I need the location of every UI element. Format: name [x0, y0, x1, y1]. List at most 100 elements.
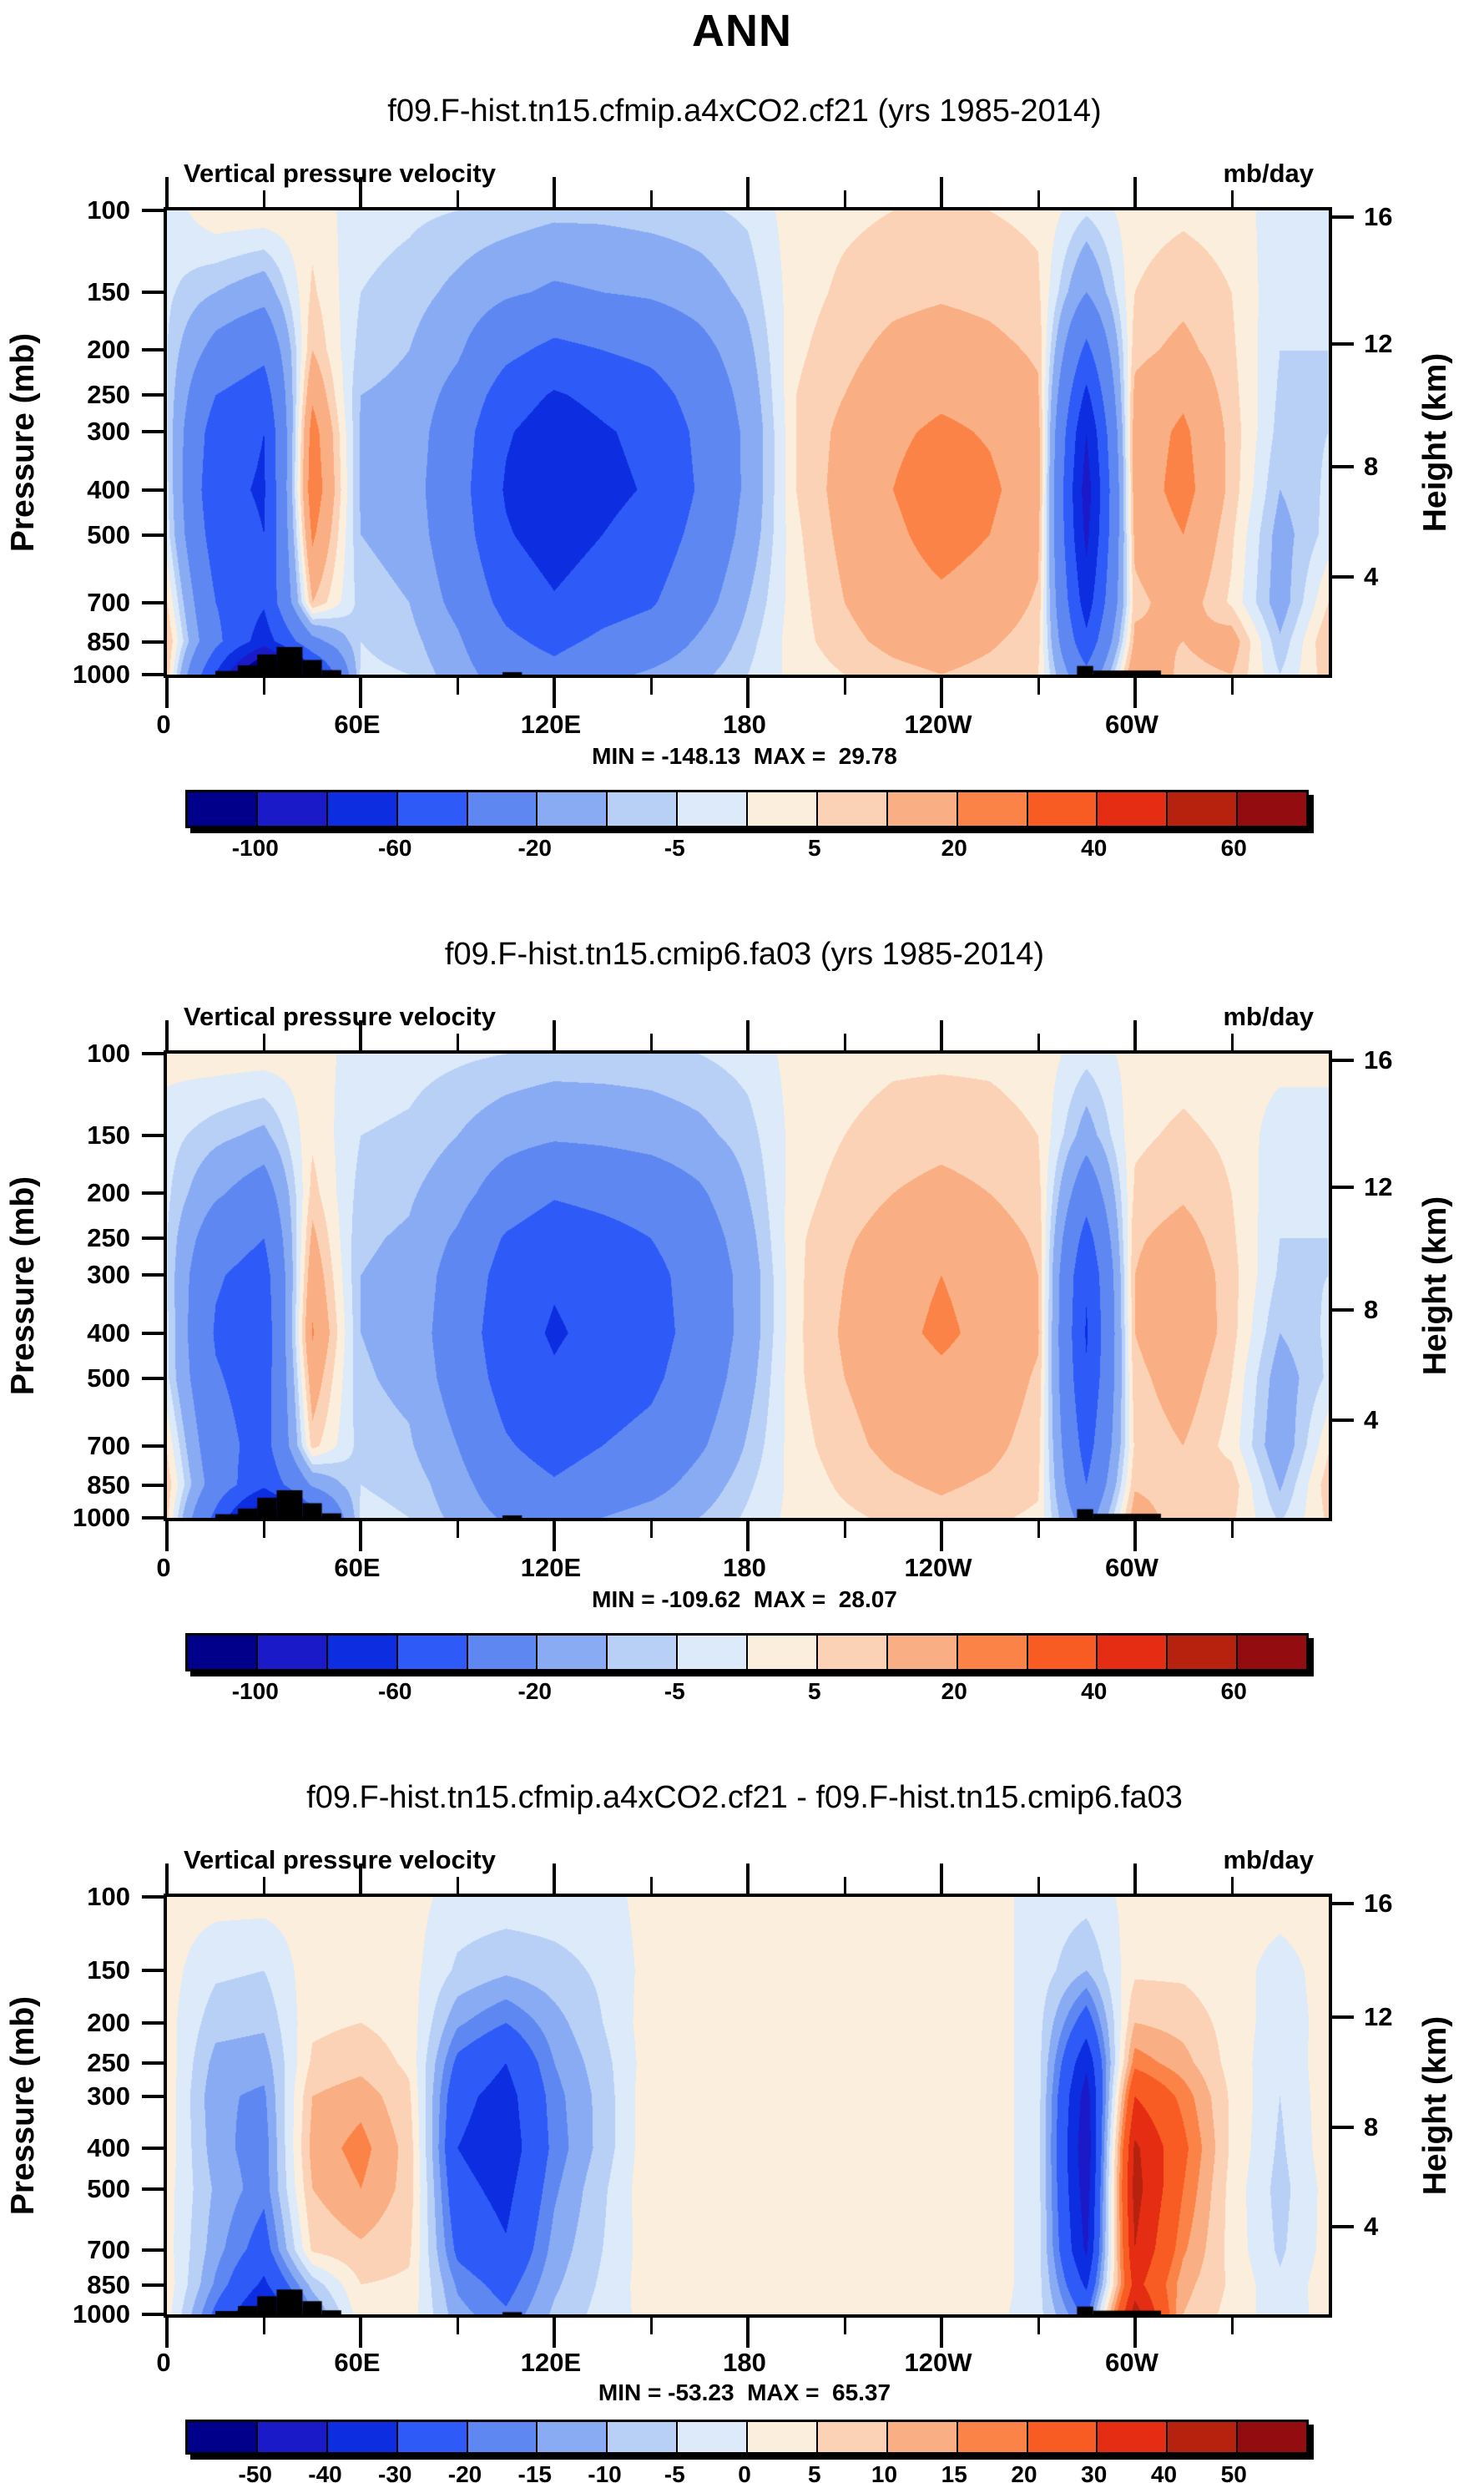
longitude-tick-label: 60E — [334, 1553, 381, 1582]
colorbar-labels: -100 -60 -20 -5 5 20 40 60 — [185, 835, 1304, 863]
panel-header-row: Vertical pressure velocity mb/day — [164, 159, 1325, 189]
pressure-tick-label: 100 — [87, 195, 130, 225]
pressure-tick-label: 700 — [87, 587, 130, 617]
colorbar-cell — [255, 2422, 326, 2452]
colorbar-cell — [1166, 792, 1237, 826]
colorbar-tick-label: -20 — [447, 2461, 482, 2483]
longitude-minor-tick — [843, 1034, 846, 1050]
minmax-annotation: MIN = -109.62 MAX = 28.07 — [592, 1586, 897, 1612]
colorbar-cell — [956, 1636, 1027, 1669]
pressure-tick-label: 1000 — [73, 2299, 130, 2329]
colorbar-tick-label: 40 — [1081, 1678, 1108, 1704]
contour-plot-area: Pressure (mb) Height (km) 100 150 200 250 30… — [5, 1864, 1453, 2348]
longitude-minor-tick — [649, 2318, 653, 2334]
pressure-tick-label: 150 — [87, 276, 130, 306]
height-tick — [1332, 1307, 1354, 1312]
longitude-major-tick — [940, 177, 943, 207]
colorbar-cell — [396, 2422, 467, 2452]
height-tick-label: 12 — [1364, 1172, 1393, 1202]
pressure-tick-label: 200 — [87, 1178, 130, 1208]
contour-plot-area: Pressure (mb) Height (km) 100 150 200 250 30… — [5, 177, 1453, 708]
longitude-major-tick — [1133, 177, 1137, 207]
height-tick — [1332, 1186, 1354, 1190]
longitude-major-tick — [746, 177, 750, 207]
colorbar-cell — [536, 1636, 607, 1669]
colorbar-cell — [466, 1636, 537, 1669]
pressure-tick-label: 700 — [87, 1430, 130, 1460]
longitude-minor-tick — [456, 1877, 459, 1894]
colorbar-tick-label: -20 — [517, 1678, 552, 1704]
colorbar-cell — [956, 792, 1027, 826]
longitude-minor-tick — [1230, 1034, 1234, 1050]
pressure-tick — [142, 1273, 164, 1277]
minmax-annotation: MIN = -53.23 MAX = 65.37 — [598, 2379, 891, 2405]
longitude-tick-label: 60W — [1105, 1553, 1158, 1582]
field-name-label: Vertical pressure velocity — [184, 1845, 496, 1874]
panel-subtitle: f09.F-hist.tn15.cmip6.fa03 (yrs 1985-201… — [444, 937, 1045, 972]
colorbar-cell — [466, 2422, 537, 2452]
pressure-tick — [142, 290, 164, 294]
longitude-minor-tick — [456, 678, 459, 695]
longitude-tick-label: 0 — [156, 2348, 171, 2377]
height-tick — [1332, 1901, 1354, 1905]
colorbar — [185, 2420, 1309, 2455]
longitude-minor-tick — [456, 1521, 459, 1538]
colorbar-cell — [1236, 792, 1306, 826]
pressure-tick-label: 200 — [87, 2007, 130, 2037]
pressure-tick — [142, 2061, 164, 2065]
pressure-tick — [142, 1236, 164, 1241]
longitude-minor-tick — [649, 678, 653, 695]
longitude-minor-tick — [1037, 1521, 1040, 1538]
colorbar-tick-label: 20 — [941, 1678, 967, 1704]
colorbar-cell — [1096, 1636, 1167, 1669]
height-axis-title: Height (km) — [1417, 352, 1453, 533]
longitude-tick-label: 0 — [156, 1553, 171, 1582]
longitude-minor-tick — [262, 1521, 265, 1538]
longitude-major-tick — [940, 1521, 943, 1551]
longitude-major-tick — [746, 1020, 750, 1050]
longitude-tick-label: 120W — [904, 2348, 972, 2377]
colorbar-tick-label: -50 — [238, 2461, 272, 2483]
pressure-tick-label: 500 — [87, 519, 130, 549]
contour-canvas — [167, 210, 1329, 675]
longitude-major-tick — [746, 2318, 750, 2348]
longitude-major-tick — [553, 1020, 556, 1050]
colorbar-cell — [255, 792, 326, 826]
pressure-tick — [142, 393, 164, 397]
colorbar-tick-label: 60 — [1220, 1678, 1247, 1704]
minmax-annotation: MIN = -148.13 MAX = 29.78 — [592, 743, 897, 769]
longitude-tick-label: 60W — [1105, 710, 1158, 739]
colorbar-cell — [606, 2422, 677, 2452]
pressure-tick — [142, 1052, 164, 1055]
longitude-major-tick — [165, 1864, 169, 1894]
colorbar-cell — [1026, 1636, 1097, 1669]
longitude-major-tick — [165, 1020, 169, 1050]
colorbar-cell — [606, 1636, 677, 1669]
colorbar-labels: -100 -60 -20 -5 5 20 40 60 — [185, 1678, 1304, 1707]
longitude-major-tick — [359, 1864, 362, 1894]
colorbar-tick-label: 5 — [807, 835, 821, 861]
colorbar-cell — [255, 1636, 326, 1669]
longitude-minor-tick — [1230, 2318, 1234, 2334]
height-axis-title: Height (km) — [1417, 1196, 1453, 1376]
colorbar-tick-label: -30 — [378, 2461, 412, 2483]
pressure-tick — [142, 2094, 164, 2098]
pressure-tick-label: 300 — [87, 1260, 130, 1290]
longitude-minor-tick — [649, 1521, 653, 1538]
colorbar-tick-label: 60 — [1220, 835, 1247, 861]
height-tick-label: 8 — [1364, 1294, 1379, 1324]
height-tick-label: 16 — [1364, 202, 1393, 232]
longitude-axis-labels: 0 60E 120E 180 120W 60W — [156, 710, 1325, 740]
pressure-tick-label: 200 — [87, 335, 130, 365]
longitude-major-tick — [165, 177, 169, 207]
longitude-minor-tick — [456, 1034, 459, 1050]
pressure-tick-label: 400 — [87, 1317, 130, 1348]
pressure-tick — [142, 2248, 164, 2252]
contour-canvas — [167, 1897, 1329, 2314]
colorbar-tick-label: 5 — [807, 2461, 821, 2483]
field-name-label: Vertical pressure velocity — [184, 159, 496, 188]
colorbar-cell — [746, 2422, 816, 2452]
longitude-tick-label: 120W — [904, 1553, 972, 1582]
colorbar-cell — [956, 2422, 1027, 2452]
colorbar-cell — [676, 1636, 746, 1669]
